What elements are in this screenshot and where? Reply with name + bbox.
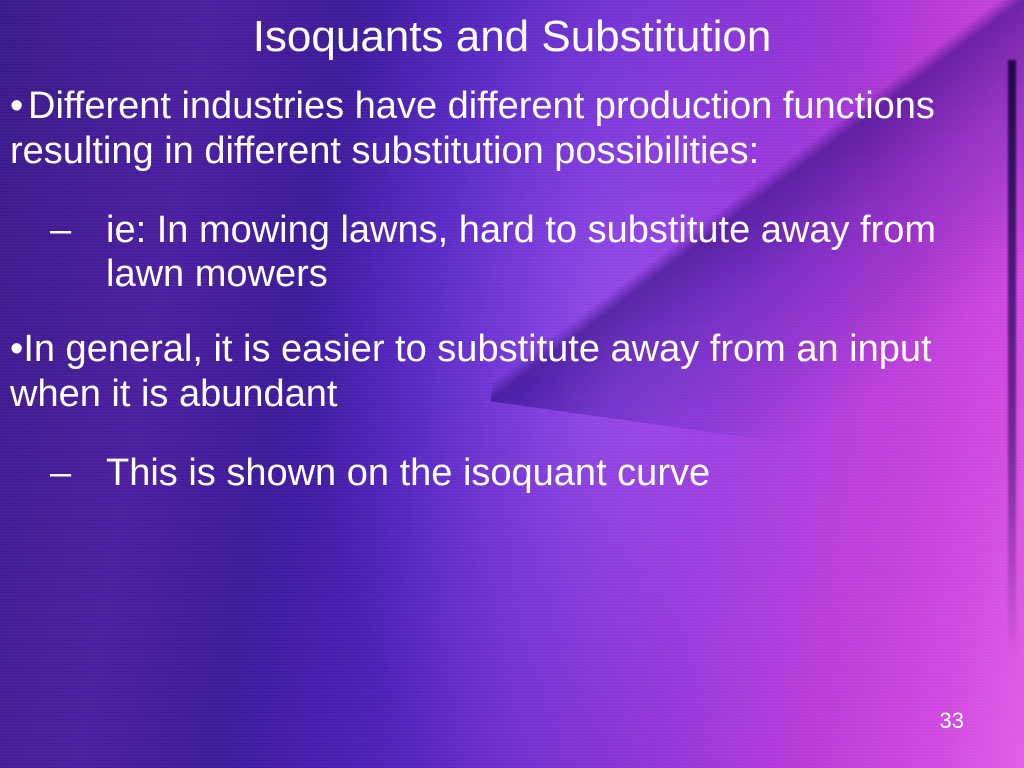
bullet-marker: – [78, 451, 106, 496]
bullet-marker: – [78, 208, 106, 253]
bullet-level2: –ie: In mowing lawns, hard to substitute… [38, 208, 1014, 298]
bullet-level2: –This is shown on the isoquant curve [38, 451, 1014, 496]
bullet-text: ie: In mowing lawns, hard to substitute … [106, 209, 936, 296]
bullet-marker: • [10, 84, 28, 129]
bullet-level1: •In general, it is easier to substitute … [10, 327, 1014, 417]
bullet-marker: • [10, 328, 23, 370]
page-number: 33 [940, 708, 964, 734]
slide-title: Isoquants and Substitution [10, 12, 1014, 62]
bullet-text: This is shown on the isoquant curve [106, 452, 710, 494]
slide-body: •Different industries have different pro… [10, 84, 1014, 496]
slide-content: Isoquants and Substitution •Different in… [0, 0, 1024, 768]
bullet-level1: •Different industries have different pro… [10, 84, 1014, 174]
bullet-text: Different industries have different prod… [10, 85, 935, 172]
bullet-text: In general, it is easier to substitute a… [10, 328, 932, 415]
